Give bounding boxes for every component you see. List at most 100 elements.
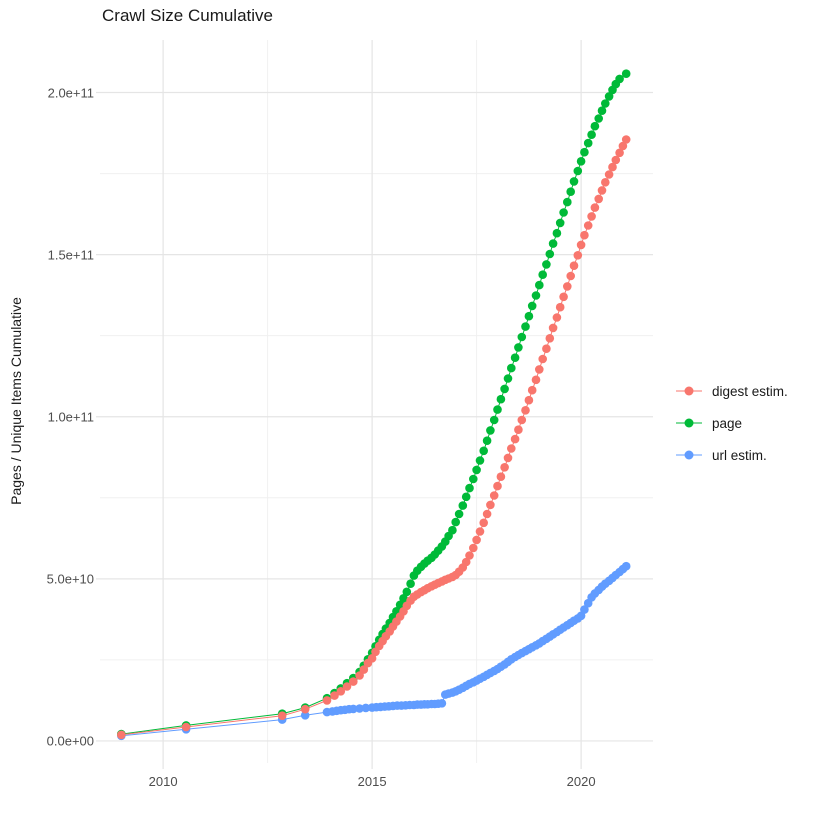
y-tick-label: 1.5e+11 bbox=[47, 247, 94, 263]
data-point-page bbox=[542, 260, 551, 269]
data-point-digestestim bbox=[618, 141, 628, 151]
data-point-digestestim bbox=[521, 406, 530, 415]
data-point-digestestim bbox=[601, 178, 610, 187]
data-point-digestestim bbox=[576, 240, 586, 250]
data-point-digestestim bbox=[569, 261, 579, 271]
data-point-digestestim bbox=[527, 385, 537, 395]
data-point-digestestim bbox=[621, 135, 631, 144]
data-point-page bbox=[503, 374, 513, 383]
data-point-page bbox=[559, 208, 568, 217]
data-point-page bbox=[469, 474, 478, 484]
data-point-page bbox=[587, 130, 596, 139]
data-point-digestestim bbox=[117, 730, 126, 740]
y-tick-label: 5.0e+10 bbox=[46, 571, 94, 587]
data-point-digestestim bbox=[510, 434, 520, 444]
data-point-digestestim bbox=[514, 425, 523, 435]
data-point-digestestim bbox=[486, 500, 495, 510]
data-point-page bbox=[538, 270, 547, 280]
data-point-page bbox=[521, 322, 530, 331]
data-point-page bbox=[482, 436, 492, 446]
data-point-page bbox=[465, 483, 474, 493]
data-point-page bbox=[517, 332, 527, 342]
data-point-page bbox=[451, 517, 461, 527]
data-point-page bbox=[472, 465, 481, 475]
data-point-urlestim bbox=[355, 704, 364, 713]
x-tick-label: 2010 bbox=[148, 774, 178, 789]
data-point-digestestim bbox=[573, 251, 583, 260]
data-point-urlestim bbox=[361, 703, 371, 713]
data-point-digestestim bbox=[594, 194, 603, 204]
x-tick-label: 2020 bbox=[566, 774, 596, 789]
data-point-digestestim bbox=[580, 230, 589, 240]
data-point-digestestim bbox=[552, 313, 562, 322]
data-point-page bbox=[479, 446, 489, 456]
data-point-digestestim bbox=[517, 415, 527, 425]
data-point-urlestim bbox=[580, 605, 589, 614]
data-point-page bbox=[489, 415, 499, 425]
data-point-page bbox=[395, 600, 405, 610]
y-tick-label: 1.0e+11 bbox=[47, 409, 94, 425]
data-point-digestestim bbox=[342, 682, 352, 691]
data-point-digestestim bbox=[300, 704, 310, 714]
data-point-digestestim bbox=[489, 491, 499, 500]
data-point-digestestim bbox=[349, 677, 358, 686]
chart-title: Crawl Size Cumulative bbox=[102, 6, 273, 25]
legend-key-page-icon bbox=[676, 418, 702, 428]
data-point-digestestim bbox=[496, 472, 506, 482]
data-point-urlestim bbox=[300, 711, 310, 720]
data-point-page bbox=[555, 218, 565, 228]
data-point-digestestim bbox=[524, 395, 534, 405]
data-point-digestestim bbox=[367, 654, 377, 663]
data-point-page bbox=[514, 343, 523, 352]
data-point-page bbox=[563, 197, 572, 207]
data-point-page bbox=[590, 121, 600, 131]
data-point-digestestim bbox=[479, 518, 489, 528]
data-point-urlestim bbox=[437, 699, 447, 708]
data-point-digestestim bbox=[615, 148, 624, 158]
data-point-page bbox=[552, 228, 562, 238]
legend-label-digest: digest estim. bbox=[712, 383, 788, 399]
data-point-page bbox=[583, 138, 593, 148]
legend-key-url-icon bbox=[676, 450, 702, 460]
y-tick-label: 0.0e+00 bbox=[46, 733, 94, 749]
data-point-page bbox=[597, 106, 607, 115]
data-point-digestestim bbox=[563, 282, 572, 291]
legend-label-url: url estim. bbox=[712, 447, 767, 463]
data-point-page bbox=[621, 69, 631, 78]
legend-entry-url: url estim. bbox=[676, 439, 788, 471]
data-point-page bbox=[406, 579, 415, 588]
data-point-digestestim bbox=[336, 687, 346, 696]
data-point-digestestim bbox=[469, 543, 478, 553]
data-point-page bbox=[604, 92, 614, 101]
data-point-digestestim bbox=[503, 453, 513, 463]
data-point-page bbox=[475, 456, 485, 465]
data-point-digestestim bbox=[181, 722, 191, 732]
data-point-digestestim bbox=[531, 375, 541, 385]
data-point-digestestim bbox=[587, 212, 596, 221]
data-point-page bbox=[399, 594, 408, 603]
data-point-page bbox=[486, 426, 495, 435]
legend-label-page: page bbox=[712, 415, 743, 431]
data-point-page bbox=[615, 74, 624, 84]
legend-entry-digest: digest estim. bbox=[676, 375, 788, 407]
data-point-page bbox=[548, 239, 558, 248]
data-point-urlestim bbox=[349, 704, 358, 714]
data-point-digestestim bbox=[493, 481, 502, 491]
data-point-page bbox=[458, 501, 468, 510]
data-point-digestestim bbox=[475, 527, 485, 536]
data-point-digestestim bbox=[359, 665, 369, 674]
data-point-page bbox=[580, 147, 589, 157]
data-point-page bbox=[461, 492, 471, 502]
data-point-page bbox=[527, 301, 537, 311]
data-point-page bbox=[601, 99, 610, 108]
data-point-page bbox=[576, 157, 586, 166]
data-point-digestestim bbox=[277, 711, 287, 720]
data-point-digestestim bbox=[472, 535, 481, 545]
data-point-digestestim bbox=[538, 354, 547, 364]
data-point-digestestim bbox=[545, 334, 555, 343]
data-point-page bbox=[507, 363, 516, 373]
data-point-page bbox=[493, 405, 502, 414]
x-tick-label: 2015 bbox=[357, 774, 387, 789]
